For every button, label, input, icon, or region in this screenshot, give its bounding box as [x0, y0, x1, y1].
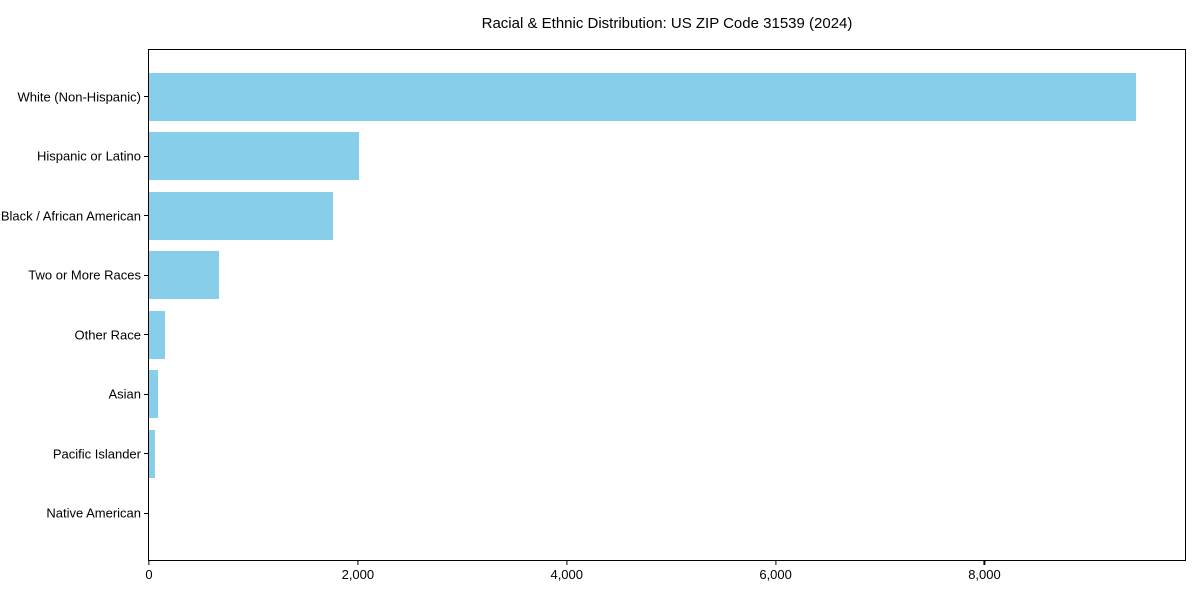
x-tick-label-2000: 2,000 [341, 567, 375, 582]
x-tick-label-0: 0 [145, 567, 153, 582]
y-tick-two-or-more-races [144, 274, 148, 276]
y-axis-label-hispanic-or-latino: Hispanic or Latino [36, 148, 141, 164]
x-tick-label-8000: 8,000 [968, 567, 1001, 582]
y-axis-label-two-or-more-races: Two or More Races [28, 267, 141, 283]
x-tick-2000 [357, 561, 359, 565]
bar-other-race [149, 310, 165, 359]
plot-area: White (Non-Hispanic) Hispanic or Latino Bl… [1, 49, 1186, 582]
bar-white-non-hispanic [149, 72, 1136, 121]
y-tick-hispanic-or-latino [144, 155, 148, 157]
bar-two-or-more-races [149, 251, 219, 300]
y-axis-label-pacific-islander: Pacific Islander [52, 446, 141, 462]
x-tick-0 [148, 561, 150, 565]
y-axis-label-native-american: Native American [46, 505, 141, 521]
x-tick-4000 [566, 561, 568, 565]
bar-asian [149, 370, 159, 419]
x-tick-8000 [983, 561, 986, 565]
y-tick-other-race [144, 334, 148, 336]
y-tick-black-african-american [144, 215, 148, 217]
bar-hispanic-or-latino [149, 132, 359, 181]
x-tick-label-4000: 4,000 [550, 567, 584, 582]
y-tick-pacific-islander [144, 453, 148, 455]
y-tick-native-american [144, 512, 148, 514]
y-tick-asian [144, 393, 148, 395]
y-axis-label-black-african-american: Black / African American [0, 208, 141, 224]
y-axis-label-asian: Asian [108, 386, 141, 402]
bar-black-african-american [149, 191, 333, 240]
bar-pacific-islander [149, 429, 155, 478]
x-tick-6000 [775, 561, 777, 565]
x-tick-label-6000: 6,000 [759, 567, 792, 582]
y-axis-label-white-non-hispanic: White (Non-Hispanic) [17, 89, 141, 105]
y-axis-label-other-race: Other Race [74, 327, 141, 343]
y-tick-white-non-hispanic [144, 96, 148, 98]
chart-title: Racial & Ethnic Distribution: US ZIP Cod… [481, 15, 853, 32]
